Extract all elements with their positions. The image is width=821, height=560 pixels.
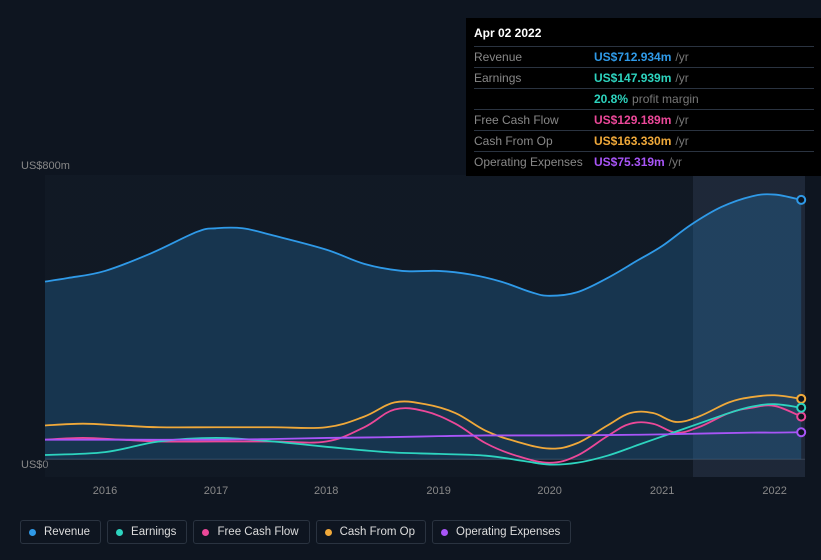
series-end-marker-icon (797, 395, 805, 403)
tooltip-row-value: US$163.330m (594, 133, 671, 149)
tooltip-row-suffix: /yr (675, 70, 688, 86)
x-axis-tick-label: 2021 (650, 485, 674, 497)
tooltip-row: 20.8%profit margin (474, 88, 814, 109)
series-end-marker-icon (797, 404, 805, 412)
series-end-marker-icon (797, 413, 805, 421)
series-end-marker-icon (797, 428, 805, 436)
legend-item[interactable]: Free Cash Flow (193, 520, 309, 544)
tooltip-row: EarningsUS$147.939m/yr (474, 67, 814, 88)
x-axis-tick-label: 2018 (314, 485, 338, 497)
legend-dot-icon (29, 529, 36, 536)
x-axis-tick-label: 2022 (762, 485, 786, 497)
legend-item[interactable]: Earnings (107, 520, 187, 544)
tooltip-row-label: Operating Expenses (474, 154, 594, 170)
legend-item[interactable]: Operating Expenses (432, 520, 571, 544)
tooltip-row-suffix: profit margin (632, 91, 699, 107)
tooltip-row-suffix: /yr (675, 133, 688, 149)
tooltip-row-value: US$712.934m (594, 49, 671, 65)
legend-dot-icon (116, 529, 123, 536)
tooltip-row-label (474, 91, 594, 107)
tooltip-row-value: 20.8% (594, 91, 628, 107)
tooltip-row-suffix: /yr (675, 112, 688, 128)
legend-dot-icon (441, 529, 448, 536)
legend-label: Operating Expenses (456, 526, 560, 538)
tooltip-row-label: Free Cash Flow (474, 112, 594, 128)
tooltip-date: Apr 02 2022 (474, 24, 814, 46)
legend-label: Revenue (44, 526, 90, 538)
tooltip-row-label: Earnings (474, 70, 594, 86)
tooltip-row-value: US$147.939m (594, 70, 671, 86)
x-axis-tick-label: 2019 (426, 485, 450, 497)
legend-item[interactable]: Revenue (20, 520, 101, 544)
legend-dot-icon (202, 529, 209, 536)
chart-tooltip: Apr 02 2022 RevenueUS$712.934m/yrEarning… (466, 18, 821, 176)
tooltip-row-label: Cash From Op (474, 133, 594, 149)
tooltip-row-label: Revenue (474, 49, 594, 65)
legend-label: Cash From Op (340, 526, 415, 538)
legend-label: Earnings (131, 526, 176, 538)
tooltip-row: Free Cash FlowUS$129.189m/yr (474, 109, 814, 130)
tooltip-row-suffix: /yr (675, 49, 688, 65)
series-end-marker-icon (797, 196, 805, 204)
x-axis-labels: 2016 2017 2018 2019 2020 2021 2022 (45, 485, 805, 500)
tooltip-row: Cash From OpUS$163.330m/yr (474, 130, 814, 151)
legend-item[interactable]: Cash From Op (316, 520, 426, 544)
x-axis-tick-label: 2020 (537, 485, 561, 497)
tooltip-row: RevenueUS$712.934m/yr (474, 46, 814, 67)
x-axis-tick-label: 2016 (93, 485, 117, 497)
legend-dot-icon (325, 529, 332, 536)
tooltip-row-value: US$75.319m (594, 154, 665, 170)
tooltip-row: Operating ExpensesUS$75.319m/yr (474, 151, 814, 172)
x-axis-tick-label: 2017 (204, 485, 228, 497)
tooltip-row-suffix: /yr (669, 154, 682, 170)
chart-legend: Revenue Earnings Free Cash Flow Cash From O… (20, 520, 571, 544)
tooltip-row-value: US$129.189m (594, 112, 671, 128)
legend-label: Free Cash Flow (217, 526, 298, 538)
